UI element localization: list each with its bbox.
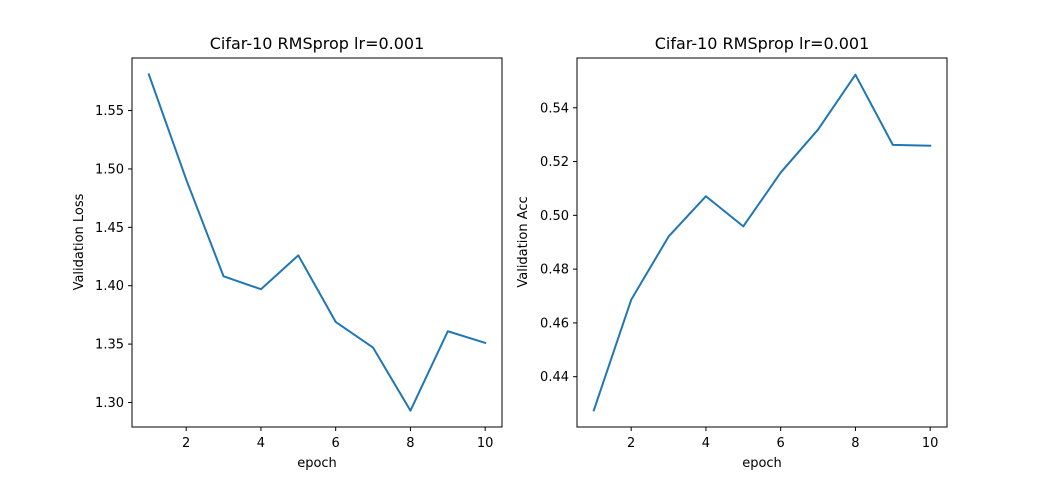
x-tick-label: 8 xyxy=(406,436,414,451)
x-tick-label: 4 xyxy=(257,436,265,451)
chart-title: Cifar-10 RMSprop lr=0.001 xyxy=(210,34,425,53)
x-tick-label: 10 xyxy=(922,436,939,451)
series-line xyxy=(592,73,932,412)
y-tick-label: 0.50 xyxy=(540,209,569,224)
x-tick-label: 4 xyxy=(702,436,710,451)
y-tick-label: 1.45 xyxy=(95,221,124,236)
chart-title: Cifar-10 RMSprop lr=0.001 xyxy=(655,34,870,53)
accuracy-chart-panel: Cifar-10 RMSprop lr=0.001 epoch Validati… xyxy=(516,34,948,471)
y-tick-label: 0.46 xyxy=(540,316,569,331)
y-tick-label: 0.52 xyxy=(540,155,569,170)
x-axis-label: epoch xyxy=(297,456,337,471)
y-tick-label: 0.54 xyxy=(540,101,569,116)
x-tick-label: 6 xyxy=(777,436,785,451)
y-tick-label: 1.30 xyxy=(95,396,124,411)
x-tick-label: 10 xyxy=(477,436,494,451)
series-line xyxy=(147,73,487,412)
x-tick-label: 6 xyxy=(332,436,340,451)
x-tick-label: 2 xyxy=(627,436,635,451)
loss-chart-panel: Cifar-10 RMSprop lr=0.001 epoch Validati… xyxy=(72,34,503,471)
y-tick-label: 1.35 xyxy=(95,338,124,353)
plot-frame xyxy=(576,57,948,428)
x-axis-label: epoch xyxy=(742,456,782,471)
plot-frame xyxy=(131,57,503,428)
y-tick-label: 1.55 xyxy=(95,104,124,119)
x-tick-label: 8 xyxy=(851,436,859,451)
x-tick-label: 2 xyxy=(182,436,190,451)
y-axis-label: Validation Acc xyxy=(516,196,531,287)
y-axis-label: Validation Loss xyxy=(72,193,87,290)
y-tick-label: 0.44 xyxy=(540,370,569,385)
y-tick-label: 1.40 xyxy=(95,279,124,294)
y-tick-label: 0.48 xyxy=(540,263,569,278)
y-tick-label: 1.50 xyxy=(95,162,124,177)
